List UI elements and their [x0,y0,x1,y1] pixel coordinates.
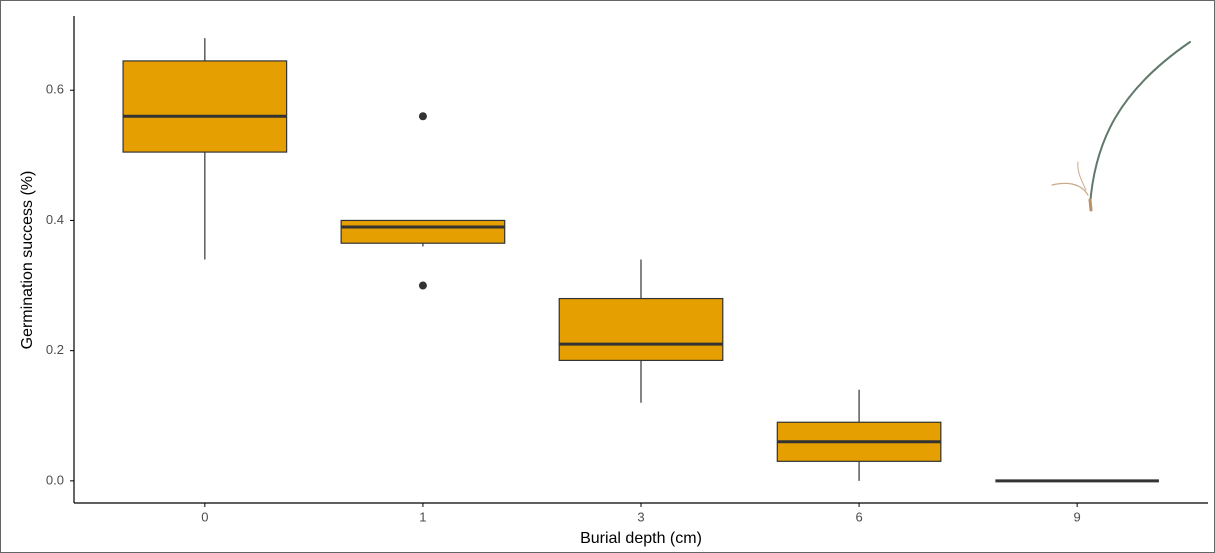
outlier [418,281,427,290]
y-tick-label: 0.2 [46,342,64,357]
plant-illustration [1051,41,1191,212]
x-axis-label: Burial depth (cm) [580,530,702,547]
x-tick-label: 3 [637,509,644,524]
x-tick-label: 1 [419,509,426,524]
box [340,219,506,244]
y-tick-label: 0.0 [46,472,64,487]
x-tick-label: 9 [1074,509,1081,524]
y-axis-label: Germination success (%) [19,171,36,350]
y-tick-label: 0.6 [46,82,64,97]
x-tick-label: 0 [201,509,208,524]
outlier [418,112,427,121]
y-tick-label: 0.4 [46,212,64,227]
box [122,60,288,153]
x-tick-label: 6 [855,509,862,524]
box [558,297,724,362]
